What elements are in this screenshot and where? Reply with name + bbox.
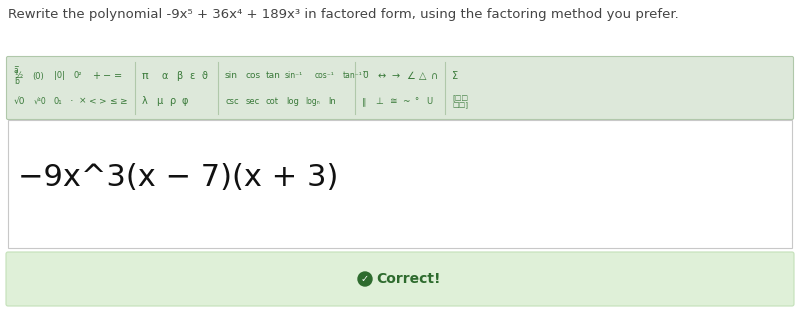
Text: →: → <box>392 71 400 81</box>
Text: sec: sec <box>246 97 260 106</box>
Text: °: ° <box>414 97 418 106</box>
Text: tan⁻¹: tan⁻¹ <box>343 72 362 81</box>
Text: ✓: ✓ <box>361 274 369 284</box>
Text: ·: · <box>70 96 74 106</box>
Text: ⊥: ⊥ <box>375 97 383 106</box>
Text: 0₁: 0₁ <box>54 97 62 106</box>
Text: λ: λ <box>142 96 148 106</box>
Text: √0: √0 <box>14 97 26 106</box>
Text: ×: × <box>79 97 86 106</box>
Text: ε: ε <box>189 71 194 81</box>
FancyBboxPatch shape <box>8 120 792 248</box>
Text: ≥: ≥ <box>119 97 126 106</box>
Text: a̅
b̅: a̅ b̅ <box>14 66 19 86</box>
Text: π: π <box>142 71 149 81</box>
Circle shape <box>358 272 372 286</box>
Text: ∠: ∠ <box>406 71 414 81</box>
Text: ϑ: ϑ <box>202 71 208 81</box>
Text: cos⁻¹: cos⁻¹ <box>315 72 334 81</box>
Text: sin: sin <box>225 72 238 81</box>
Text: ∩: ∩ <box>431 71 438 81</box>
Text: φ: φ <box>182 96 189 106</box>
Text: cos: cos <box>246 72 261 81</box>
Text: ln: ln <box>328 97 336 106</box>
Text: [□□
□□]: [□□ □□] <box>452 94 468 108</box>
Text: △: △ <box>419 71 426 81</box>
Text: β: β <box>176 71 182 81</box>
Text: +: + <box>92 71 100 81</box>
Text: U: U <box>426 97 432 106</box>
Text: −: − <box>103 71 111 81</box>
Text: α: α <box>162 71 168 81</box>
FancyBboxPatch shape <box>6 252 794 306</box>
Text: |0|: |0| <box>54 72 65 81</box>
Text: −9x^3(x − 7)(x + 3): −9x^3(x − 7)(x + 3) <box>18 163 338 192</box>
FancyBboxPatch shape <box>6 56 794 119</box>
Text: sin⁻¹: sin⁻¹ <box>285 72 303 81</box>
Text: Rewrite the polynomial -9x⁵ + 36x⁴ + 189x³ in factored form, using the factoring: Rewrite the polynomial -9x⁵ + 36x⁴ + 189… <box>8 8 678 21</box>
Text: Correct!: Correct! <box>376 272 441 286</box>
Text: <: < <box>89 97 97 106</box>
Text: 0²: 0² <box>74 72 82 81</box>
Text: Σ: Σ <box>452 71 458 81</box>
Text: =: = <box>114 71 122 81</box>
Text: ≤: ≤ <box>109 97 117 106</box>
Text: >: > <box>99 97 106 106</box>
Text: (0): (0) <box>32 72 44 81</box>
Text: cot: cot <box>266 97 279 106</box>
Text: ∥: ∥ <box>362 97 366 106</box>
Text: ρ: ρ <box>169 96 175 106</box>
Text: 0̅: 0̅ <box>362 72 368 81</box>
Text: logₙ: logₙ <box>305 97 320 106</box>
Text: log: log <box>286 97 299 106</box>
Text: ≅: ≅ <box>389 97 397 106</box>
Text: csc: csc <box>225 97 238 106</box>
Text: μ: μ <box>156 96 162 106</box>
Text: ↔: ↔ <box>378 71 386 81</box>
Text: ½: ½ <box>14 72 22 81</box>
Text: tan: tan <box>266 72 281 81</box>
Text: ~: ~ <box>402 97 410 106</box>
Text: √⁴0: √⁴0 <box>34 97 46 106</box>
